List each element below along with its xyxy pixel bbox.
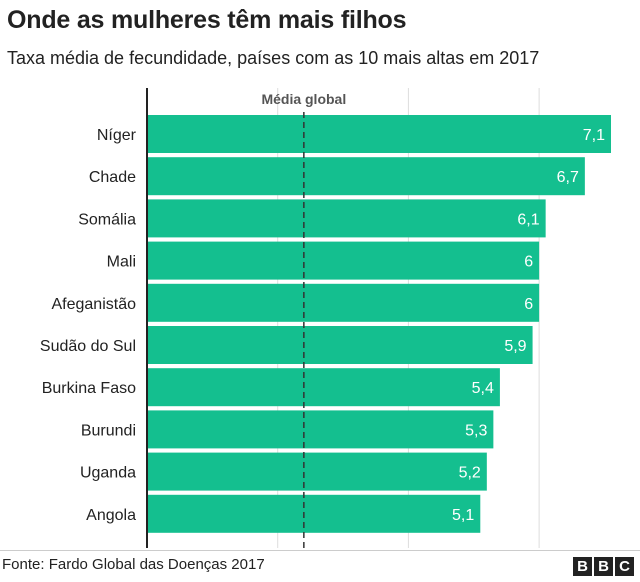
bar bbox=[147, 157, 585, 196]
bar bbox=[147, 494, 481, 533]
bar bbox=[147, 326, 533, 364]
category-label: Burundi bbox=[81, 422, 136, 439]
bar-chart: Níger Chade Somália Mali Afeganistão Sudão do… bbox=[40, 88, 611, 548]
category-label: Burkina Faso bbox=[42, 380, 136, 397]
category-label: Mali bbox=[107, 254, 136, 271]
category-label: Angola bbox=[86, 507, 136, 524]
category-label: Sudão do Sul bbox=[40, 338, 136, 355]
bars bbox=[147, 115, 611, 533]
bar bbox=[147, 283, 540, 322]
bar bbox=[147, 241, 540, 280]
value-label: 5,3 bbox=[465, 422, 487, 439]
category-label: Chade bbox=[89, 169, 136, 186]
chart-title: Onde as mulheres têm mais filhos bbox=[7, 6, 407, 34]
value-label: 5,9 bbox=[504, 338, 526, 355]
category-label: Somália bbox=[78, 211, 136, 228]
bar bbox=[147, 410, 494, 449]
reference-line-group: Média global bbox=[261, 91, 346, 548]
bar bbox=[147, 368, 500, 407]
value-label: 6 bbox=[524, 296, 533, 313]
chart-subtitle: Taxa média de fecundidade, países com as… bbox=[7, 48, 540, 68]
footer-divider bbox=[0, 550, 640, 551]
category-labels: Níger Chade Somália Mali Afeganistão Sudão do… bbox=[40, 127, 137, 524]
bar bbox=[147, 452, 487, 491]
category-label: Níger bbox=[97, 127, 137, 144]
bar bbox=[147, 199, 546, 238]
value-label: 6,7 bbox=[557, 169, 579, 186]
category-label: Uganda bbox=[80, 465, 136, 482]
bar bbox=[147, 115, 611, 153]
category-label: Afeganistão bbox=[51, 296, 136, 313]
value-label: 7,1 bbox=[583, 127, 605, 144]
logo-letter: C bbox=[615, 557, 634, 576]
value-label: 6 bbox=[524, 254, 533, 271]
value-label: 5,1 bbox=[452, 507, 474, 524]
source-note: Fonte: Fardo Global das Doenças 2017 bbox=[2, 556, 265, 573]
value-label: 5,4 bbox=[472, 380, 494, 397]
logo-letter: B bbox=[594, 557, 613, 576]
logo-letter: B bbox=[573, 557, 592, 576]
value-labels: 7,1 6,7 6,1 6 6 5,9 5,4 5,3 5,2 5,1 bbox=[452, 127, 605, 524]
value-label: 5,2 bbox=[459, 465, 481, 482]
reference-line-label: Média global bbox=[261, 91, 346, 107]
value-label: 6,1 bbox=[517, 211, 539, 228]
